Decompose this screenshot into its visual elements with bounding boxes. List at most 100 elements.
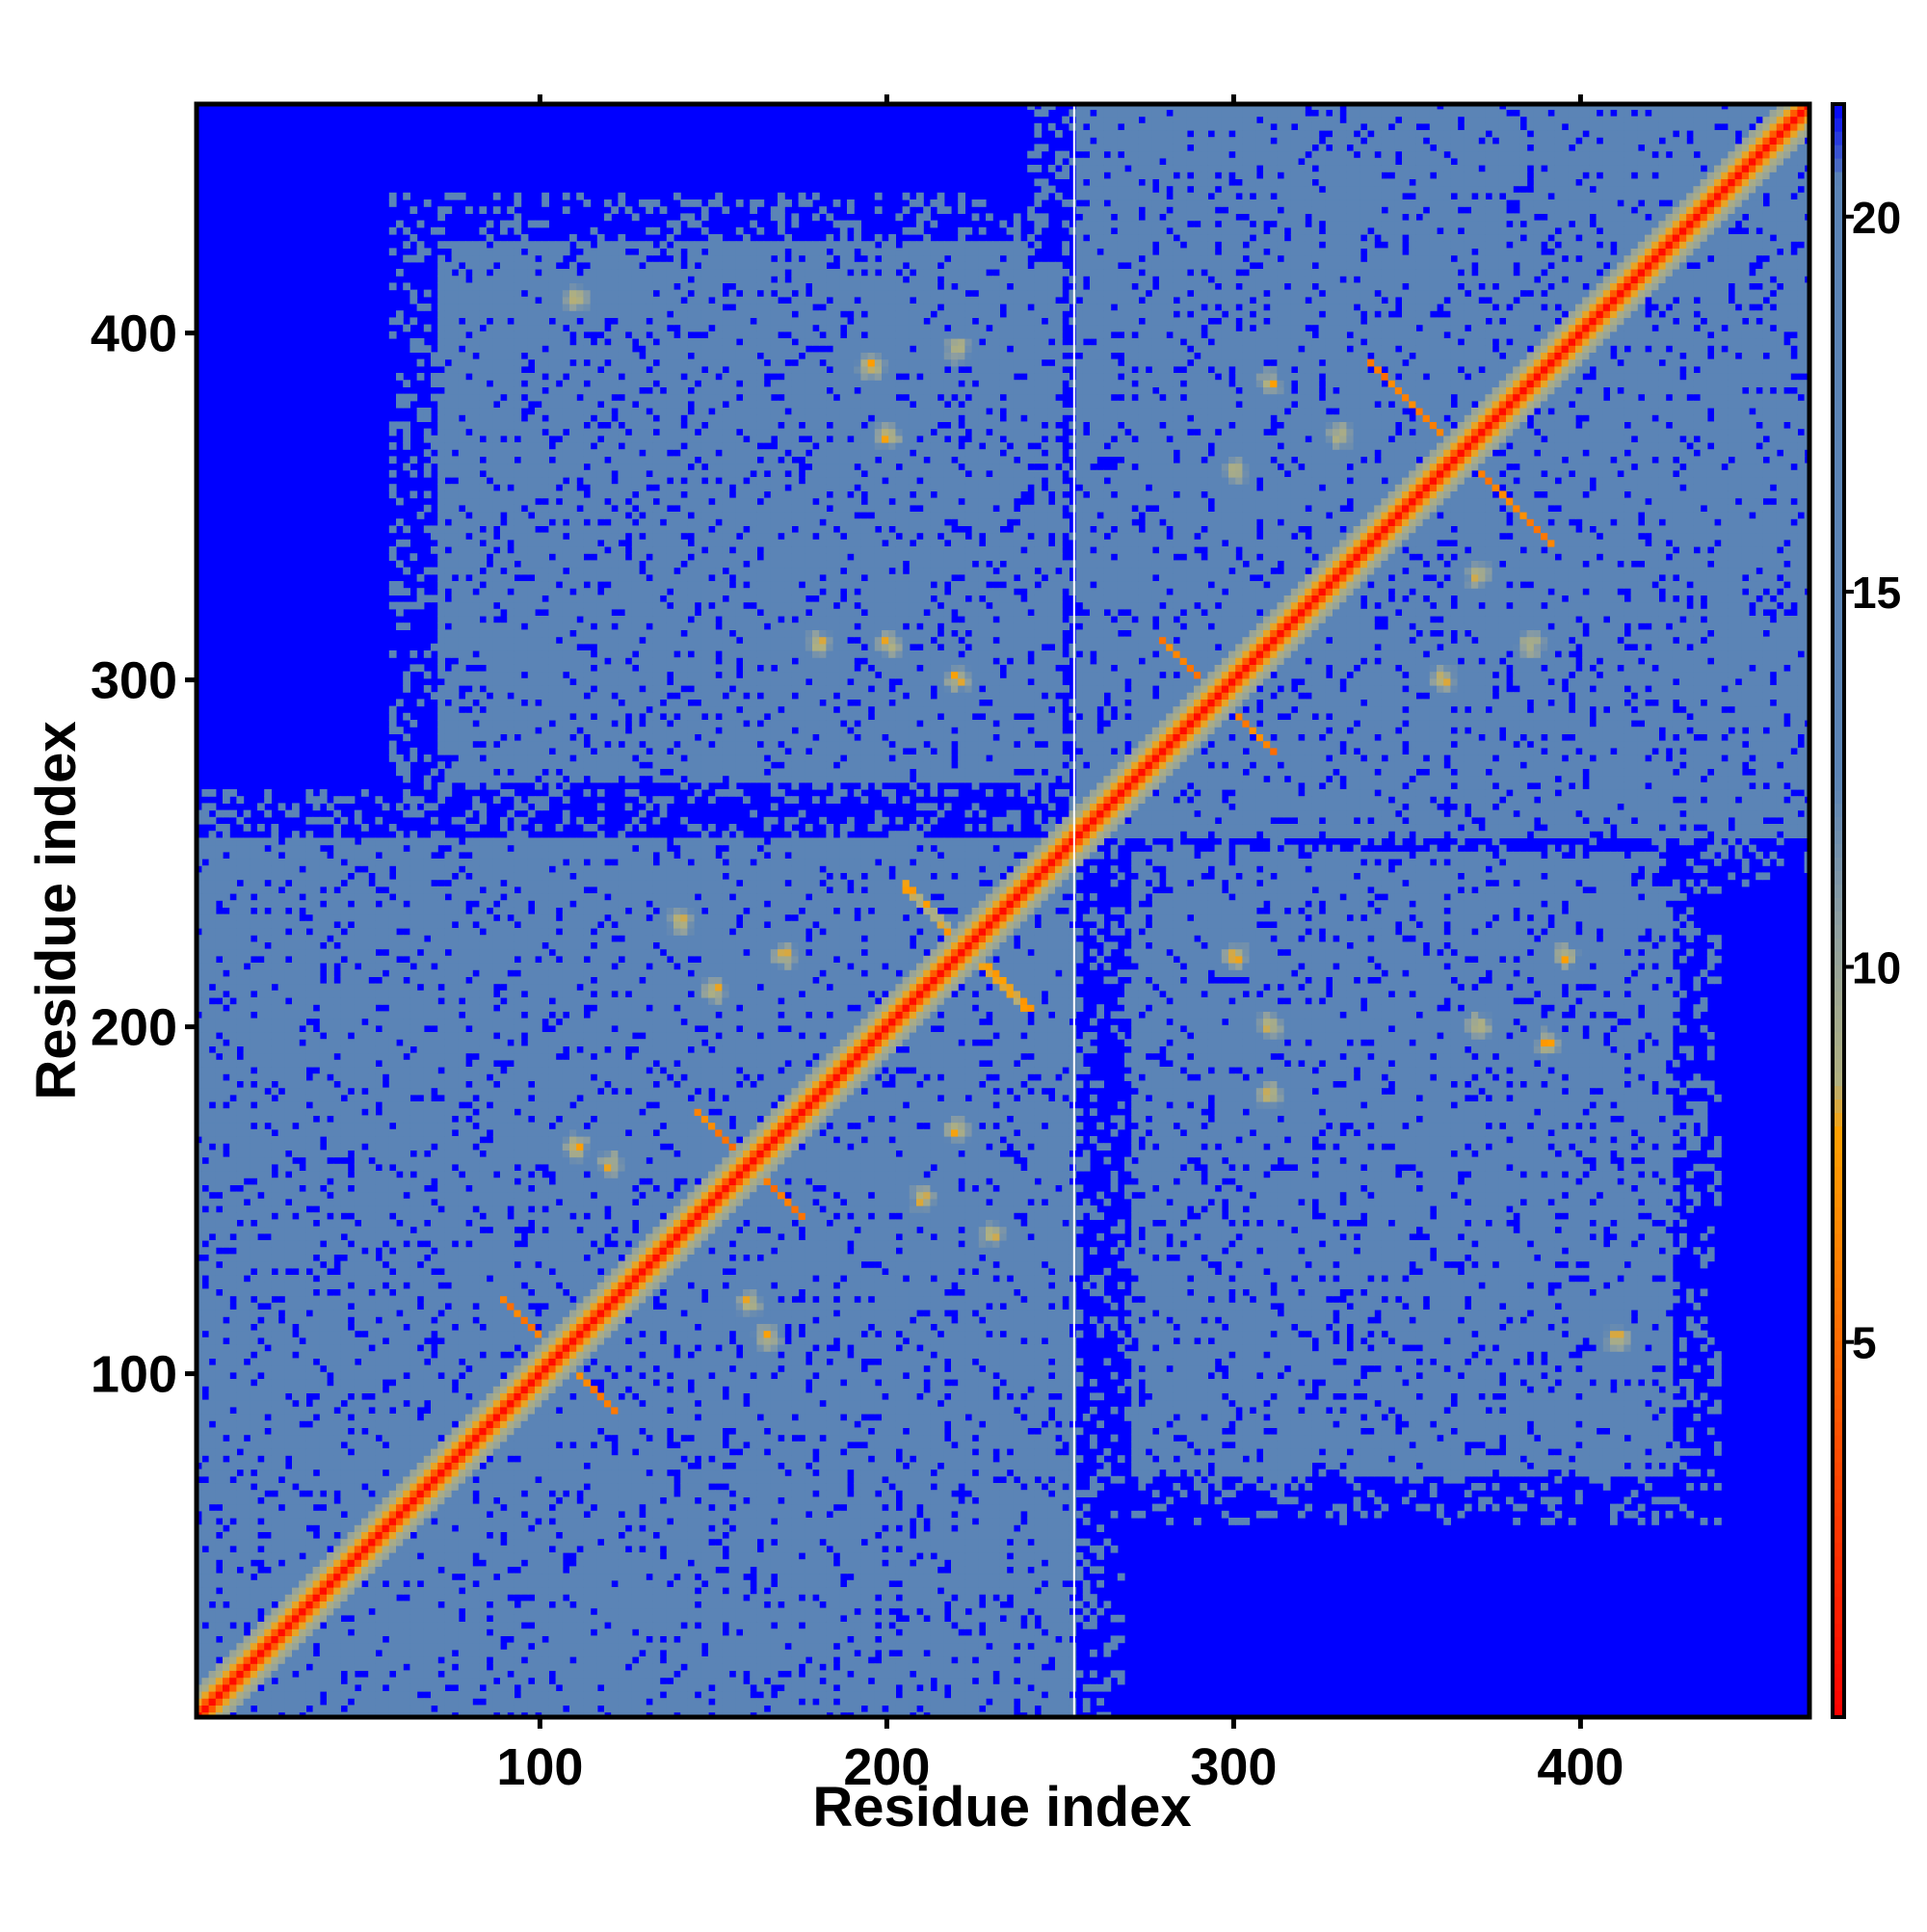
heatmap-cell xyxy=(313,963,321,970)
heatmap-cell xyxy=(333,1670,341,1678)
heatmap-cell xyxy=(417,1282,425,1289)
heatmap-cell xyxy=(417,1608,425,1616)
heatmap-cell xyxy=(444,1073,452,1081)
heatmap-cell xyxy=(278,1635,286,1643)
heatmap-cell xyxy=(285,1442,293,1449)
heatmap-cell xyxy=(465,1622,473,1629)
heatmap-cell xyxy=(452,1296,460,1304)
heatmap-cell xyxy=(424,1004,432,1012)
heatmap-cell xyxy=(417,338,425,346)
heatmap-cell xyxy=(340,1414,348,1421)
heatmap-cell xyxy=(375,1552,383,1560)
heatmap-cell xyxy=(437,401,445,409)
heatmap-cell xyxy=(251,1227,258,1234)
heatmap-cell xyxy=(305,941,313,949)
heatmap-cell xyxy=(292,893,300,901)
heatmap-cell xyxy=(257,1115,265,1123)
heatmap-cell xyxy=(444,338,452,346)
heatmap-cell xyxy=(444,380,452,387)
heatmap-cell xyxy=(264,976,272,984)
heatmap-cell xyxy=(333,845,341,853)
heatmap-cell xyxy=(431,1129,438,1137)
heatmap-cell xyxy=(305,921,313,929)
heatmap-cell xyxy=(355,1469,362,1477)
heatmap-cell xyxy=(355,1427,362,1435)
heatmap-cell xyxy=(216,1143,224,1151)
heatmap-cell xyxy=(361,941,369,949)
heatmap-cell xyxy=(299,837,306,845)
heatmap-cell xyxy=(459,893,466,901)
heatmap-cell xyxy=(333,1073,341,1081)
heatmap-cell xyxy=(431,935,438,942)
heatmap-cell xyxy=(459,1552,466,1560)
heatmap-cell xyxy=(251,1171,258,1178)
heatmap-cell xyxy=(229,1358,237,1365)
heatmap-cell xyxy=(264,1004,272,1012)
heatmap-cell xyxy=(417,865,425,873)
heatmap-cell xyxy=(327,1420,334,1428)
heatmap-cell xyxy=(403,1643,410,1651)
heatmap-cell xyxy=(257,907,265,914)
heatmap-cell xyxy=(383,845,390,853)
heatmap-cell xyxy=(424,1379,432,1387)
heatmap-cell xyxy=(348,1045,356,1053)
heatmap-cell xyxy=(292,1088,300,1096)
heatmap-cell xyxy=(201,1080,209,1088)
heatmap-cell xyxy=(409,1240,417,1248)
heatmap-cell xyxy=(320,1025,328,1033)
heatmap-cell xyxy=(299,1608,306,1616)
heatmap-cell xyxy=(264,872,272,880)
heatmap-cell xyxy=(223,1032,230,1040)
heatmap-cell xyxy=(375,837,383,845)
heatmap-cell xyxy=(383,1574,390,1581)
heatmap-cell xyxy=(403,991,410,998)
heatmap-cell xyxy=(244,1323,251,1331)
heatmap-cell xyxy=(216,1171,224,1178)
heatmap-cell xyxy=(403,969,410,977)
heatmap-cell xyxy=(459,1115,466,1123)
heatmap-cell xyxy=(409,997,417,1005)
heatmap-cell xyxy=(271,1511,278,1519)
heatmap-cell xyxy=(375,1073,383,1081)
heatmap-cell xyxy=(285,1178,293,1185)
heatmap-cell xyxy=(257,1240,265,1248)
heatmap-cell xyxy=(327,1053,334,1061)
heatmap-cell xyxy=(271,887,278,894)
heatmap-cell xyxy=(396,401,404,409)
heatmap-cell xyxy=(264,1178,272,1185)
heatmap-cell xyxy=(396,373,404,381)
heatmap-cell xyxy=(403,525,410,533)
heatmap-cell xyxy=(229,1365,237,1373)
heatmap-cell xyxy=(459,1684,466,1692)
heatmap-cell xyxy=(409,1123,417,1130)
heatmap-cell xyxy=(396,872,404,880)
heatmap-cell xyxy=(340,1067,348,1074)
heatmap-cell xyxy=(299,887,306,894)
heatmap-cell xyxy=(229,1670,237,1678)
heatmap-cell xyxy=(424,1019,432,1026)
heatmap-cell xyxy=(229,1123,237,1130)
heatmap-cell xyxy=(229,1684,237,1692)
heatmap-cell xyxy=(383,1628,390,1636)
heatmap-cell xyxy=(452,935,460,942)
heatmap-cell xyxy=(201,1539,209,1547)
heatmap-cell xyxy=(223,1288,230,1296)
heatmap-cell xyxy=(201,941,209,949)
heatmap-cell xyxy=(201,1678,209,1685)
heatmap-cell xyxy=(313,1310,321,1317)
heatmap-cell xyxy=(229,1351,237,1359)
heatmap-cell xyxy=(452,706,460,714)
heatmap-cell xyxy=(383,1310,390,1317)
heatmap-cell xyxy=(459,650,466,658)
heatmap-cell xyxy=(201,1337,209,1345)
heatmap-cell xyxy=(424,1164,432,1172)
heatmap-cell xyxy=(431,1455,438,1463)
heatmap-cell xyxy=(271,1344,278,1352)
heatmap-cell xyxy=(444,768,452,776)
heatmap-cell xyxy=(264,1240,272,1248)
heatmap-cell xyxy=(383,1108,390,1116)
heatmap-cell xyxy=(251,1053,258,1061)
heatmap-cell xyxy=(257,1164,265,1172)
heatmap-cell xyxy=(209,1212,217,1220)
heatmap-cell xyxy=(236,941,244,949)
